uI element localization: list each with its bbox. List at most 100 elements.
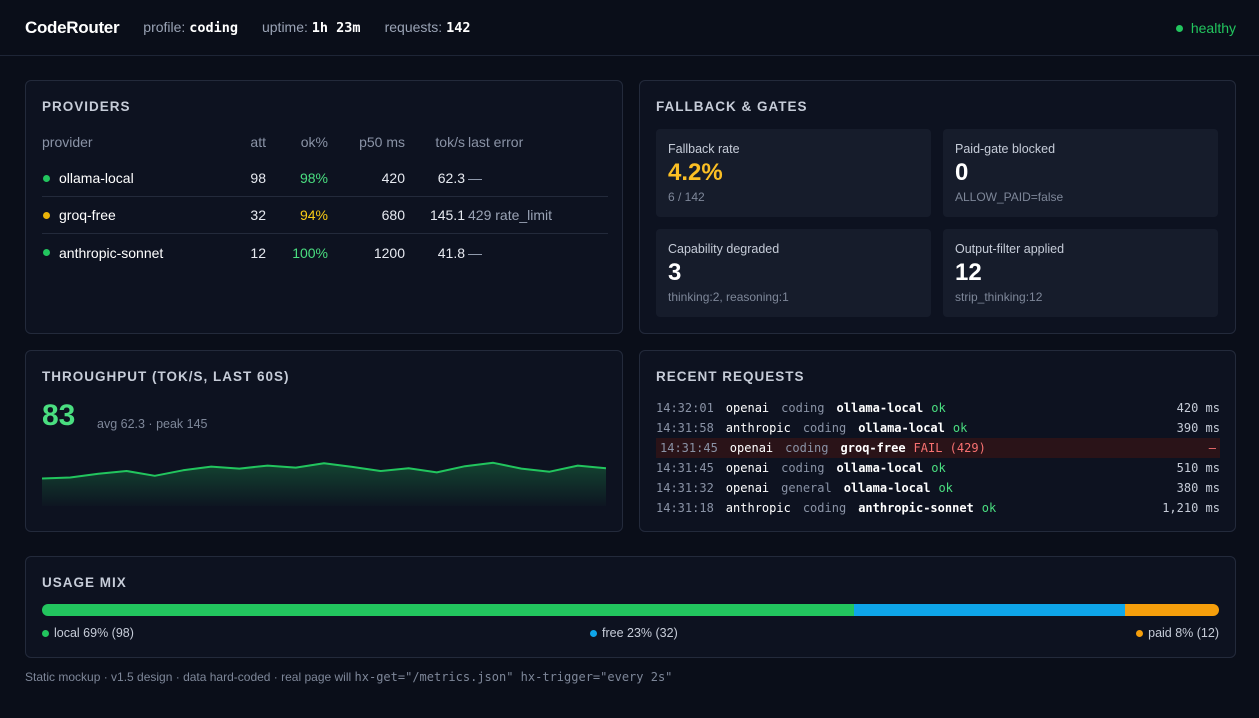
request-latency: 510 ms: [1176, 461, 1220, 475]
request-status: ok: [931, 461, 946, 475]
request-profile: coding: [785, 441, 829, 455]
provider-name: groq-free: [59, 207, 116, 223]
provider-att: 12: [250, 244, 266, 261]
request-row: 14:31:18 anthropic coding anthropic-sonnet o…: [656, 498, 1220, 518]
uptime-value: 1h 23m: [311, 20, 361, 36]
usage-mix-card: USAGE MIX local 69% (98) free 23% (32) pai…: [25, 556, 1236, 658]
stat-tile-value: 3: [668, 259, 682, 286]
uptime-label: uptime:: [261, 19, 308, 35]
request-row: 14:32:01 openai coding ollama-local ok 420 ms: [656, 398, 1220, 418]
provider-status-dot-icon: [43, 211, 50, 219]
request-provider: ollama-local: [843, 481, 931, 495]
sparkline-line: [42, 461, 606, 480]
throughput-title: THROUGHPUT (TOK/S, LAST 60S): [42, 369, 290, 384]
recent-requests-card: RECENT REQUESTS 14:32:01 openai coding olla…: [639, 350, 1236, 532]
request-profile: coding: [802, 501, 847, 515]
col-provider: provider: [42, 134, 93, 150]
stat-tile: Paid-gate blocked 0 ALLOW_PAID=false: [943, 129, 1218, 217]
provider-name-cell: groq-free: [42, 207, 242, 223]
usage-legend-item: paid 8% (12): [1136, 626, 1219, 640]
provider-last-error: —: [468, 170, 482, 186]
request-profile: coding: [802, 421, 847, 435]
request-time: 14:31:58: [656, 421, 714, 435]
provider-ok-pct: 98%: [299, 170, 328, 186]
throughput-sparkline: [42, 461, 606, 506]
stat-tile-sub: ALLOW_PAID=false: [955, 190, 1064, 204]
request-status: ok: [938, 481, 953, 495]
usage-legend-label: local 69% (98): [54, 626, 134, 640]
request-profile: general: [781, 481, 832, 495]
providers-card: PROVIDERS provider att ok% p50 ms tok/s …: [25, 80, 623, 334]
usage-segment: [1124, 604, 1219, 616]
request-provider: ollama-local: [836, 401, 924, 415]
stat-tile-sub: strip_thinking:12: [955, 290, 1043, 304]
request-provider: ollama-local: [858, 421, 945, 435]
request-profile: coding: [781, 461, 825, 475]
provider-last-error: 429 rate_limit: [468, 207, 553, 223]
col-last-error: last error: [468, 134, 524, 150]
provider-att: 32: [250, 207, 266, 223]
health-label: healthy: [1190, 20, 1236, 36]
app-logo: CodeRouter: [25, 17, 120, 37]
provider-name: ollama-local: [59, 170, 134, 186]
provider-toks: 145.1: [429, 207, 465, 223]
provider-name: anthropic-sonnet: [59, 244, 164, 261]
usage-bar: [42, 604, 1219, 616]
stat-tile: Capability degraded 3 thinking:2, reasonin…: [656, 229, 931, 317]
request-row: 14:31:45 openai coding groq-free FAIL (429) —: [656, 438, 1220, 458]
provider-name-cell: anthropic-sonnet: [42, 245, 242, 261]
request-latency: 390 ms: [1176, 421, 1220, 435]
provider-att: 98: [250, 170, 266, 186]
usage-legend-dot-icon: [1136, 629, 1144, 637]
request-provider: anthropic-sonnet: [858, 501, 974, 515]
footer-text: Static mockup · v1.5 design · data hard-…: [25, 670, 355, 684]
requests-stat: requests: 142: [385, 19, 471, 36]
provider-ok-pct: 94%: [299, 207, 328, 223]
usage-title: USAGE MIX: [42, 575, 127, 590]
usage-legend-label: free 23% (32): [602, 626, 678, 640]
fallback-title: FALLBACK & GATES: [656, 99, 808, 114]
provider-row: anthropic-sonnet 12 100% 1200 41.8—: [42, 234, 608, 271]
throughput-card: THROUGHPUT (TOK/S, LAST 60S) 83 avg 62.3…: [25, 350, 623, 532]
request-status: FAIL (429): [913, 441, 986, 455]
col-ok: ok%: [300, 134, 328, 150]
health-dot-icon: [1175, 24, 1183, 32]
sparkline-area: [42, 462, 606, 506]
stat-tile-value: 0: [955, 159, 969, 186]
request-time: 14:31:45: [660, 441, 718, 455]
request-status: ok: [981, 501, 997, 515]
usage-legend-dot-icon: [590, 629, 597, 637]
request-latency: 1,210 ms: [1162, 501, 1220, 515]
provider-toks: 41.8: [437, 244, 465, 261]
throughput-summary: avg 62.3 · peak 145: [97, 417, 208, 431]
request-client: openai: [725, 401, 770, 415]
profile-stat: profile: coding: [143, 19, 238, 36]
uptime-stat: uptime: 1h 23m: [262, 19, 361, 36]
col-att: att: [250, 134, 266, 150]
stat-tile-sub: 6 / 142: [668, 190, 705, 204]
stat-tile-label: Output-filter applied: [955, 242, 1065, 256]
request-client: openai: [725, 461, 770, 475]
usage-legend-item: free 23% (32): [590, 626, 678, 640]
request-time: 14:31:32: [656, 481, 714, 495]
requests-label: requests:: [384, 19, 443, 35]
providers-title: PROVIDERS: [42, 99, 131, 114]
provider-ok-pct: 100%: [292, 244, 328, 261]
request-latency: —: [1208, 441, 1216, 455]
stat-tile-label: Fallback rate: [668, 142, 740, 156]
throughput-current: 83: [42, 399, 76, 432]
request-time: 14:31:18: [656, 501, 714, 515]
provider-status-dot-icon: [43, 249, 50, 256]
usage-legend-dot-icon: [42, 629, 49, 637]
usage-segment: [854, 604, 1125, 616]
request-client: openai: [729, 441, 774, 455]
provider-last-error: —: [468, 244, 482, 261]
recent-title: RECENT REQUESTS: [656, 369, 805, 384]
request-latency: 420 ms: [1176, 401, 1220, 415]
request-row: 14:31:32 openai general ollama-local ok 380 m…: [656, 478, 1220, 498]
request-provider: ollama-local: [836, 461, 924, 475]
provider-row: groq-free 32 94% 680 145.1 429 rate_limit: [42, 197, 608, 234]
usage-legend-item: local 69% (98): [42, 626, 134, 640]
stat-tile-label: Paid-gate blocked: [955, 142, 1056, 156]
request-status: ok: [952, 421, 968, 435]
